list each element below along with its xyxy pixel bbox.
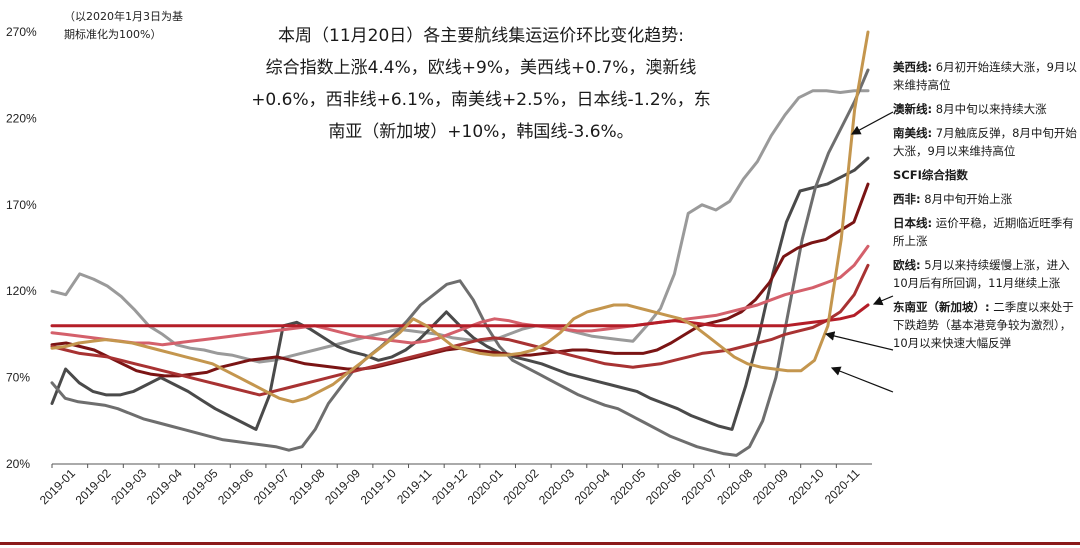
title-line: 本周（11月20日）各主要航线集运运价环比变化趋势:: [278, 26, 684, 46]
y-tick-label: 270%: [6, 25, 37, 39]
title-line: +0.6%，西非线+6.1%，南美线+2.5%，日本线-1.2%，东: [251, 90, 711, 110]
bottom-rule: [0, 542, 1080, 545]
x-tick-label: 2020-06: [643, 466, 684, 507]
series-line: [50, 30, 870, 404]
annotation-arrow: [824, 331, 894, 351]
annotation-arrow: [830, 366, 894, 393]
legend-text: 8月中旬开始上涨: [924, 192, 1013, 206]
x-axis: 2019-012019-022019-032019-042019-052019-…: [37, 463, 872, 507]
legend-name: 澳新线:: [893, 102, 933, 116]
x-tick-label: 2019-04: [144, 466, 185, 507]
x-tick-label: 2019-05: [180, 466, 221, 507]
title-line: 南亚（新加坡）+10%，韩国线-3.6%。: [328, 122, 634, 142]
legend-item-us-west: 美西线: 6月初开始连续大涨，9月以来维持高位: [893, 58, 1079, 94]
legend-text: 5月以来持续缓慢上涨，进入10月后有所回调，11月继续上涨: [893, 258, 1070, 290]
y-tick-label: 70%: [6, 371, 30, 385]
legend-name: 日本线:: [893, 216, 933, 230]
legend-name: 东南亚（新加坡）:: [893, 300, 990, 314]
x-tick-label: 2019-07: [251, 466, 292, 507]
series-line: [50, 68, 870, 457]
legend-item-south-america: 南美线: 7月触底反弹，8月中旬开始大涨，9月以来维持高位: [893, 124, 1079, 160]
legend-item-japan: 日本线: 运价平稳，近期临近旺季有所上涨: [893, 214, 1079, 250]
legend-item-scfi: SCFI综合指数: [893, 166, 1079, 184]
legend-text: 运价平稳，近期临近旺季有所上涨: [893, 216, 1074, 248]
x-tick-label: 2020-04: [572, 466, 613, 507]
y-tick-label: 120%: [6, 284, 37, 298]
series-lines: [50, 30, 870, 457]
annotation-arrows: [824, 111, 894, 393]
x-tick-label: 2020-01: [465, 466, 506, 507]
y-tick-label: 220%: [6, 111, 37, 125]
series-line: [50, 263, 870, 397]
legend-name: SCFI综合指数: [893, 168, 968, 182]
y-tick-label: 20%: [6, 457, 30, 471]
x-tick-label: 2020-02: [500, 466, 541, 507]
x-tick-label: 2019-02: [73, 466, 114, 507]
legend-item-europe: 欧线: 5月以来持续缓慢上涨，进入10月后有所回调，11月继续上涨: [893, 256, 1079, 292]
series-line: [50, 156, 870, 431]
series-line: [50, 244, 870, 347]
annotation-arrow: [872, 295, 894, 306]
x-tick-label: 2020-10: [786, 466, 827, 507]
legend-name: 欧线:: [893, 258, 921, 272]
series-line: [50, 89, 870, 364]
series-line: [50, 303, 870, 328]
y-axis: 20% 70% 120% 170% 220% 270%: [6, 25, 37, 471]
x-tick-label: 2019-03: [108, 466, 149, 507]
chart-title: 本周（11月20日）各主要航线集运运价环比变化趋势: 综合指数上涨4.4%，欧线…: [196, 20, 766, 148]
x-tick-label: 2020-07: [679, 466, 720, 507]
x-tick-label: 2020-09: [750, 466, 791, 507]
legend-text: 二季度以来处于下跌趋势（基本港竞争较为激烈），10月以来快速大幅反弹: [893, 300, 1074, 350]
legend-name: 美西线:: [893, 60, 933, 74]
x-tick-label: 2019-06: [215, 466, 256, 507]
legend-text: 6月初开始连续大涨，9月以来维持高位: [893, 60, 1077, 92]
x-tick-label: 2019-12: [429, 466, 470, 507]
x-tick-label: 2019-10: [358, 466, 399, 507]
legend-item-aus-nz: 澳新线: 8月中旬以来持续大涨: [893, 100, 1079, 118]
legend-text: 8月中旬以来持续大涨: [935, 102, 1047, 116]
legend-text: 7月触底反弹，8月中旬开始大涨，9月以来维持高位: [893, 126, 1077, 158]
x-tick-label: 2020-05: [607, 466, 648, 507]
x-tick-label: 2019-01: [37, 466, 78, 507]
legend-item-west-africa: 西非: 8月中旬开始上涨: [893, 190, 1079, 208]
route-legend: 美西线: 6月初开始连续大涨，9月以来维持高位 澳新线: 8月中旬以来持续大涨 …: [893, 58, 1079, 358]
x-tick-label: 2020-08: [714, 466, 755, 507]
legend-item-southeast-asia: 东南亚（新加坡）: 二季度以来处于下跌趋势（基本港竞争较为激烈），10月以来快速…: [893, 298, 1079, 352]
y-tick-label: 170%: [6, 198, 37, 212]
legend-name: 南美线:: [893, 126, 933, 140]
x-tick-label: 2020-11: [822, 466, 863, 507]
annotation-arrow: [850, 111, 894, 135]
legend-name: 西非:: [893, 192, 921, 206]
x-tick-label: 2019-09: [322, 466, 363, 507]
x-tick-label: 2019-08: [286, 466, 327, 507]
baseline-note: （以2020年1月3日为基期标准化为100%）: [64, 10, 183, 41]
x-tick-label: 2020-03: [536, 466, 577, 507]
x-tick-label: 2019-11: [394, 466, 435, 507]
title-line: 综合指数上涨4.4%，欧线+9%，美西线+0.7%，澳新线: [265, 58, 697, 78]
